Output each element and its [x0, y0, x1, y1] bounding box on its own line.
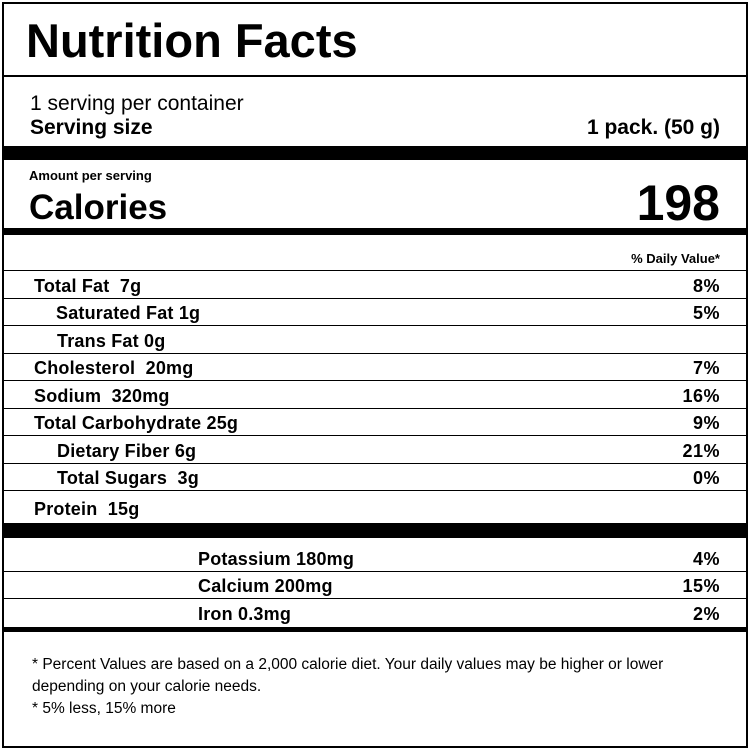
- nutrient-name: Total Carbohydrate 25g: [34, 413, 239, 433]
- nutrient-name: Total Sugars 3g: [57, 468, 199, 488]
- nutrient-name: Saturated Fat 1g: [56, 303, 201, 323]
- row-divider: [4, 353, 746, 354]
- nutrient-daily-value: 8%: [692, 276, 720, 296]
- mineral-daily-value: 4%: [692, 549, 720, 569]
- nutrient-daily-value: 16%: [682, 386, 720, 406]
- daily-value-header: % Daily Value*: [631, 251, 720, 266]
- mineral-daily-value: 2%: [692, 604, 720, 624]
- nutrient-daily-value: 7%: [692, 358, 720, 378]
- nutrient-name: Total Fat 7g: [34, 276, 142, 296]
- nutrient-daily-value: 21%: [682, 441, 720, 461]
- nutrient-name: Dietary Fiber 6g: [57, 441, 197, 461]
- nutrient-row-trans-fat: Trans Fat 0g: [4, 328, 746, 354]
- mineral-name: Potassium 180mg: [198, 549, 355, 569]
- row-divider: [4, 380, 746, 381]
- row-divider: [4, 571, 746, 572]
- row-divider: [4, 270, 746, 271]
- nutrient-row-sodium: Sodium 320mg 16%: [4, 383, 746, 409]
- nutrient-row-total-sugars: Total Sugars 3g 0%: [4, 465, 746, 491]
- servings-per-container: 1 serving per container: [30, 92, 244, 115]
- calories-label: Calories: [29, 188, 168, 227]
- row-divider: [4, 298, 746, 299]
- footnote-less-more: * 5% less, 15% more: [32, 700, 176, 717]
- calories-divider: [4, 228, 746, 235]
- footnote-daily-values: * Percent Values are based on a 2,000 ca…: [32, 656, 664, 695]
- thick-divider-top: [4, 146, 746, 160]
- footnote-divider: [4, 627, 746, 632]
- label-title: Nutrition Facts: [26, 14, 358, 67]
- mineral-name: Calcium 200mg: [198, 576, 333, 596]
- nutrient-row-total-carbohydrate: Total Carbohydrate 25g 9%: [4, 410, 746, 436]
- nutrient-daily-value: 0%: [692, 468, 720, 488]
- nutrient-row-cholesterol: Cholesterol 20mg 7%: [4, 355, 746, 381]
- nutrient-daily-value: 9%: [692, 413, 720, 433]
- nutrient-name: Cholesterol 20mg: [34, 358, 194, 378]
- nutrient-row-dietary-fiber: Dietary Fiber 6g 21%: [4, 438, 746, 464]
- nutrient-row-total-fat: Total Fat 7g 8%: [4, 273, 746, 299]
- nutrient-daily-value: 5%: [692, 303, 720, 323]
- nutrient-row-protein: Protein 15g: [4, 496, 746, 522]
- row-divider: [4, 598, 746, 599]
- mineral-name: Iron 0.3mg: [198, 604, 292, 624]
- nutrient-name: Trans Fat 0g: [57, 331, 166, 351]
- row-divider: [4, 325, 746, 326]
- row-divider: [4, 463, 746, 464]
- thick-divider-bottom: [4, 523, 746, 538]
- row-divider: [4, 408, 746, 409]
- mineral-daily-value: 15%: [682, 576, 720, 596]
- mineral-row-potassium: Potassium 180mg 4%: [4, 546, 746, 572]
- row-divider: [4, 490, 746, 491]
- calories-value: 198: [636, 175, 720, 231]
- row-divider: [4, 435, 746, 436]
- nutrient-name: Protein 15g: [34, 499, 140, 519]
- amount-per-serving: Amount per serving: [29, 168, 152, 183]
- serving-size-label: Serving size: [30, 116, 153, 139]
- nutrient-row-saturated-fat: Saturated Fat 1g 5%: [4, 300, 746, 326]
- mineral-row-calcium: Calcium 200mg 15%: [4, 573, 746, 599]
- mineral-row-iron: Iron 0.3mg 2%: [4, 601, 746, 627]
- title-divider: [4, 75, 746, 77]
- serving-size-value: 1 pack. (50 g): [586, 116, 720, 139]
- nutrient-name: Sodium 320mg: [34, 386, 170, 406]
